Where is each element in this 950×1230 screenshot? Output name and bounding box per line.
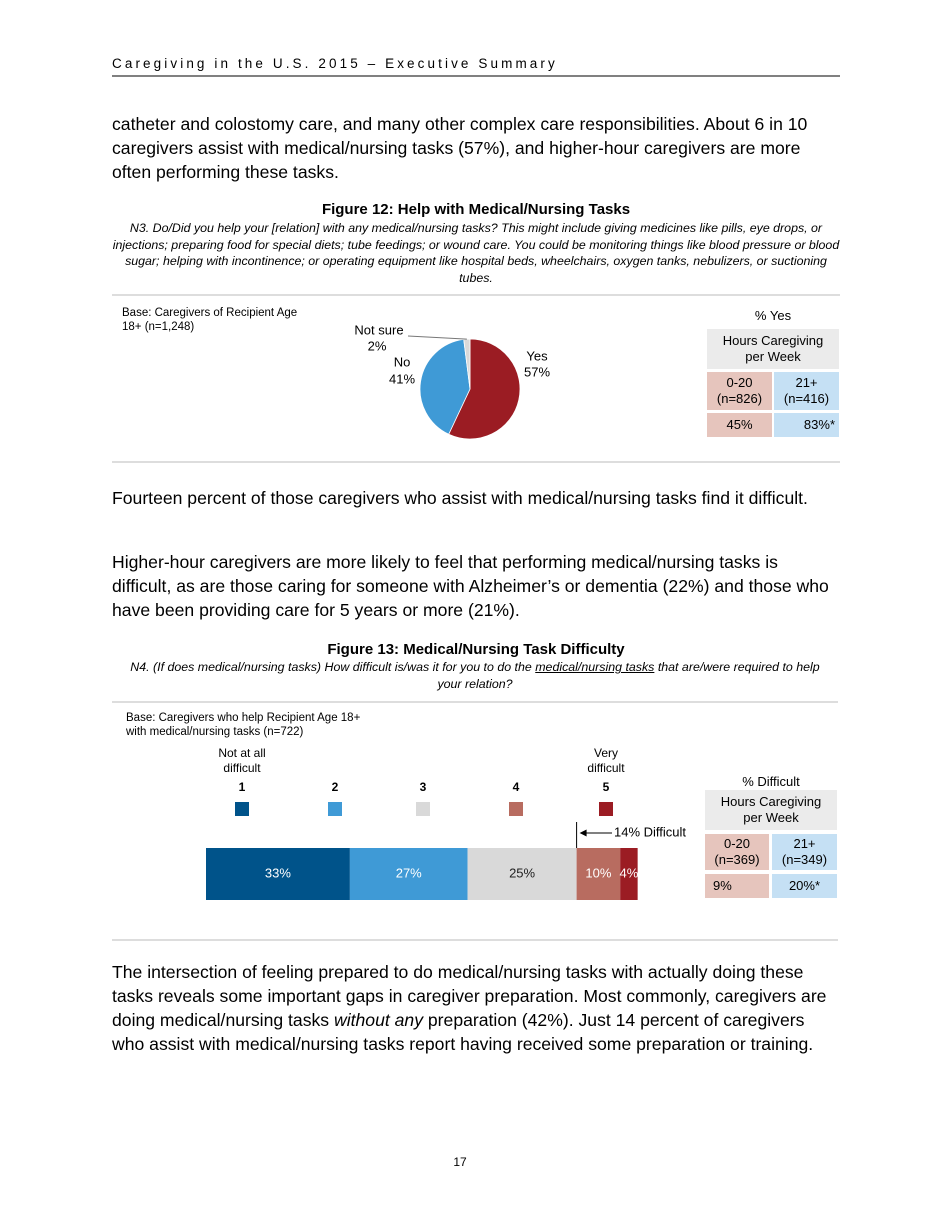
question-underlined: medical/nursing tasks	[535, 660, 655, 674]
slice-value-label: 2%	[368, 338, 387, 353]
table-column-head: 0-20 (n=369)	[705, 834, 769, 870]
paragraph: catheter and colostomy care, and many ot…	[112, 114, 808, 182]
paragraph: Higher-hour caregivers are more likely t…	[112, 552, 829, 620]
pie-slice	[448, 338, 521, 440]
legend-label: 5	[603, 780, 610, 794]
bar-segment	[349, 848, 468, 900]
legend-swatch	[416, 802, 430, 816]
slice-label: No	[394, 354, 411, 369]
bar-value-label: 10%	[585, 865, 611, 880]
table-column-head: 0-20 (n=826)	[707, 372, 772, 410]
column-n: (n=826)	[716, 391, 763, 406]
bar-value-label: 4%	[620, 865, 639, 880]
bar-value-label: 25%	[509, 865, 535, 880]
slice-value-label: 57%	[524, 364, 550, 379]
paragraph: Fourteen percent of those caregivers who…	[112, 488, 808, 508]
column-n: (n=416)	[783, 391, 830, 406]
bar-segment	[620, 848, 638, 900]
legend-swatch	[509, 802, 523, 816]
scale-label: Very difficult	[587, 746, 625, 775]
bar-value-label: 27%	[396, 865, 422, 880]
leader-line	[407, 335, 467, 340]
bar-segment	[576, 848, 621, 900]
legend-label: 1	[239, 780, 246, 794]
legend-swatch	[328, 802, 342, 816]
legend-label: 2	[332, 780, 339, 794]
column-label: 0-20	[726, 375, 753, 390]
figure-title: Figure 12: Help with Medical/Nursing Tas…	[321, 201, 631, 218]
table-header-text: Hours Caregiving per Week	[720, 794, 822, 825]
legend-label: 3	[420, 780, 427, 794]
table-header: Hours Caregiving per Week	[705, 790, 837, 830]
legend-swatch	[235, 802, 249, 816]
column-label: 21+	[795, 375, 818, 390]
paragraph: The intersection of feeling prepared to …	[112, 960, 840, 1056]
text: The intersection of feeling prepared to …	[112, 962, 827, 1030]
table-value: 9%	[705, 874, 769, 898]
survey-question: N3. Do/Did you help your [relation] with…	[112, 221, 840, 285]
column-n: (n=369)	[714, 852, 760, 867]
legend-label: 4	[513, 780, 520, 794]
column-n: (n=349)	[781, 852, 828, 867]
legend-swatch	[599, 802, 613, 816]
bar-segment	[206, 848, 350, 900]
slice-value-label: 41%	[389, 371, 415, 386]
figure-title: Figure 13: Medical/Nursing Task Difficul…	[327, 641, 625, 658]
survey-question: N4. (If does medical/nursing tasks) How …	[130, 659, 820, 692]
page-number: 17	[453, 1155, 467, 1169]
table-value: 20%*	[772, 874, 837, 898]
column-label: 21+	[793, 836, 816, 851]
table-value-text: 83%*	[803, 417, 835, 432]
table-value-text: 9%	[713, 878, 732, 893]
table-column-head: 21+ (n=349)	[772, 834, 837, 870]
column-label: 0-20	[723, 836, 751, 851]
table-title: % Difficult	[742, 774, 800, 789]
slice-label: Yes	[526, 348, 548, 363]
arrow-head	[579, 829, 587, 837]
table-column-head: 21+ (n=416)	[774, 372, 839, 410]
running-header: Caregiving in the U.S. 2015 – Executive …	[112, 56, 558, 71]
bar-segment	[467, 848, 577, 900]
bar-value-label: 33%	[265, 865, 291, 880]
scale-label: Not at all difficult	[218, 746, 266, 775]
emphasis: without any	[334, 1010, 423, 1030]
base-note: Base: Caregivers of Recipient Age 18+ (n…	[122, 307, 298, 333]
question-text: N4. (If does medical/nursing tasks) How …	[130, 660, 536, 674]
slice-label: Not sure	[354, 322, 403, 337]
text: preparation (42%). Just 14 percent of ca…	[112, 1010, 814, 1054]
question-text: that are/were required to help your rela…	[437, 660, 820, 691]
annotation: 14% Difficult	[614, 824, 686, 839]
table-title: % Yes	[754, 308, 792, 323]
table-value: 83%*	[774, 413, 839, 437]
table-header-text: Hours Caregiving per Week	[722, 333, 824, 364]
base-note: Base: Caregivers who help Recipient Age …	[126, 712, 361, 738]
table-header: Hours Caregiving per Week	[707, 329, 839, 369]
pie-slice	[419, 338, 471, 435]
table-value: 45%	[707, 413, 772, 437]
